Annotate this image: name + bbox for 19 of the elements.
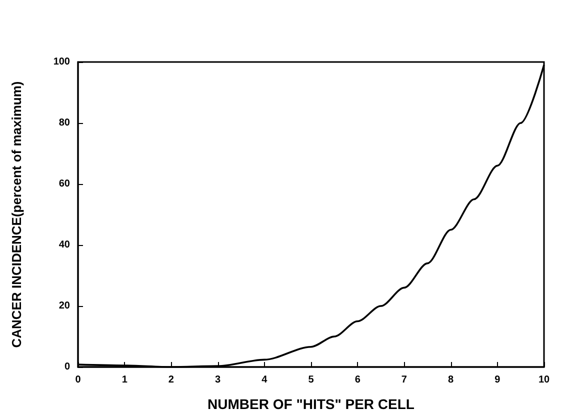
x-tick-label: 8	[448, 374, 454, 386]
x-tick-label: 4	[262, 374, 268, 386]
x-tick-label: 3	[215, 374, 222, 386]
y-tick-label: 60	[58, 178, 70, 190]
x-axis-title: NUMBER OF "HITS" PER CELL	[208, 396, 415, 412]
y-tick-label: 20	[58, 300, 70, 312]
y-tick-label: 100	[53, 56, 70, 68]
y-tick-label: 80	[58, 118, 70, 128]
x-tick-label: 2	[168, 374, 174, 386]
x-tick-label: 5	[308, 374, 314, 386]
x-tick-label: 1	[122, 374, 128, 386]
y-tick-label: 40	[58, 240, 70, 250]
x-tick-label: 9	[494, 374, 501, 386]
y-axis-title: CANCER INCIDENCE(percent of maximum)	[9, 81, 24, 348]
y-tick-label: 0	[64, 362, 70, 372]
x-tick-label: 6	[354, 374, 361, 386]
x-tick-label: 10	[538, 374, 550, 386]
x-tick-label: 7	[401, 374, 408, 386]
x-tick-label: 0	[75, 374, 82, 386]
